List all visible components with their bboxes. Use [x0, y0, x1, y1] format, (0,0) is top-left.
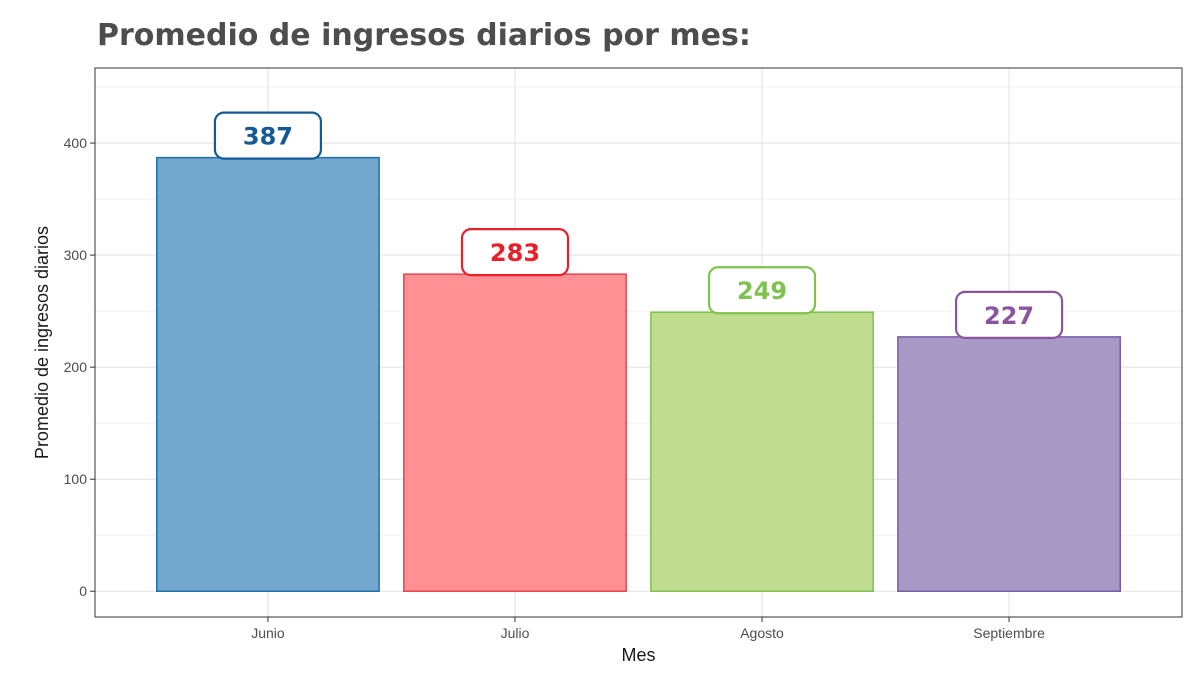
data-label-text: 249 [737, 277, 787, 305]
bars [156, 156, 1121, 592]
data-label-septiembre: 227 [954, 290, 1064, 339]
y-tick-label: 400 [64, 135, 88, 151]
bar-junio [156, 156, 380, 592]
data-label-text: 283 [490, 239, 540, 267]
x-tick-label: Agosto [740, 625, 784, 641]
data-label-julio: 283 [460, 228, 570, 277]
x-tick-label: Junio [251, 625, 285, 641]
data-label-text: 227 [984, 302, 1034, 330]
y-tick-label: 200 [64, 359, 88, 375]
data-labels: 387 283 249 227 [213, 111, 1064, 339]
axes: 0 100 200 300 400 Junio Julio Agosto Septiembre [64, 135, 1045, 641]
data-label-junio: 387 [213, 111, 323, 160]
data-label-text: 387 [243, 123, 293, 151]
y-tick-label: 300 [64, 247, 88, 263]
data-label-agosto: 249 [707, 266, 817, 315]
data-label-box [213, 111, 323, 160]
y-axis-title: Promedio de ingresos diarios [32, 226, 52, 459]
x-tick-label: Julio [501, 625, 530, 641]
data-label-box [707, 266, 817, 315]
data-label-box [954, 290, 1064, 339]
y-tick-label: 0 [79, 583, 87, 599]
data-label-box [460, 228, 570, 277]
chart-title: Promedio de ingresos diarios por mes: [97, 18, 751, 53]
y-tick-label: 100 [64, 471, 88, 487]
x-axis-title: Mes [621, 645, 655, 665]
bar-septiembre [897, 336, 1121, 592]
bar-agosto [650, 311, 874, 592]
panel-border [94, 67, 1183, 618]
bar-julio [403, 273, 627, 592]
x-tick-label: Septiembre [973, 625, 1045, 641]
